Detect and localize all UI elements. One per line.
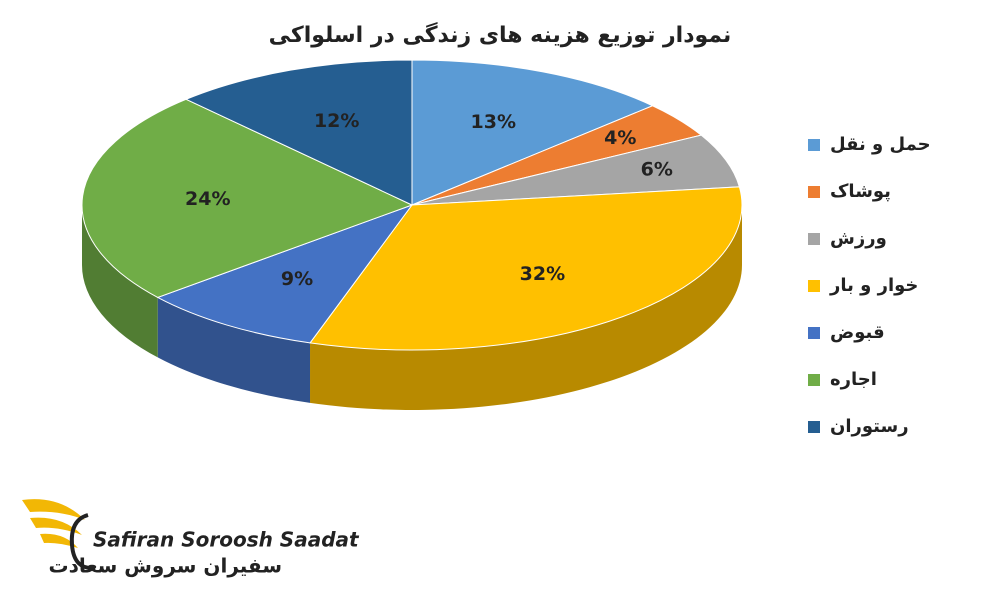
logo-persian: سفیران سروش سعادت: [49, 554, 283, 578]
chart-title: نمودار توزیع هزینه های زندگی در اسلواکی: [269, 21, 732, 48]
slice: [411, 59, 654, 206]
legend-label: ورزش: [830, 228, 887, 249]
legend-label: اجاره: [830, 369, 877, 390]
pie-tops: [81, 59, 743, 351]
logo-latin: Safiran Soroosh Saadat: [93, 528, 360, 552]
logo-wing: [22, 499, 85, 520]
logo-swan: [69, 513, 96, 571]
legend-swatch: [808, 421, 820, 433]
legend-swatch: [808, 233, 820, 245]
legend-swatch: [808, 374, 820, 386]
slice: [309, 186, 743, 351]
legend-label: حمل و نقل: [830, 134, 931, 155]
data-label: 6%: [641, 159, 673, 181]
slice: [156, 203, 414, 344]
legend-label: قبوض: [830, 322, 885, 343]
logo-wing: [40, 533, 78, 548]
data-label: 12%: [314, 110, 359, 132]
slice-side: [310, 205, 742, 410]
slice: [411, 134, 741, 206]
legend-label: خوار و بار: [829, 275, 918, 296]
logo-wing: [30, 517, 82, 535]
legend-swatch: [808, 280, 820, 292]
pie-sides: [82, 205, 742, 410]
legend-swatch: [808, 186, 820, 198]
legend-swatch: [808, 327, 820, 339]
data-label: 13%: [471, 111, 516, 133]
data-label: 32%: [520, 263, 565, 285]
legend-label: پوشاک: [830, 181, 891, 202]
slice: [184, 59, 413, 206]
slice: [81, 98, 414, 298]
logo: Safiran Soroosh Saadat سفیران سروش سعادت: [22, 499, 360, 578]
data-label: 9%: [281, 268, 313, 290]
data-label: 4%: [604, 127, 636, 149]
slice-side: [157, 297, 311, 403]
legend-label: رستوران: [830, 416, 909, 437]
legend-swatch: [808, 139, 820, 151]
data-label: 24%: [185, 188, 230, 210]
slice-side: [82, 205, 158, 358]
pie-labels: 13% 4%6% 32% 9% 24% 12%: [185, 110, 673, 290]
